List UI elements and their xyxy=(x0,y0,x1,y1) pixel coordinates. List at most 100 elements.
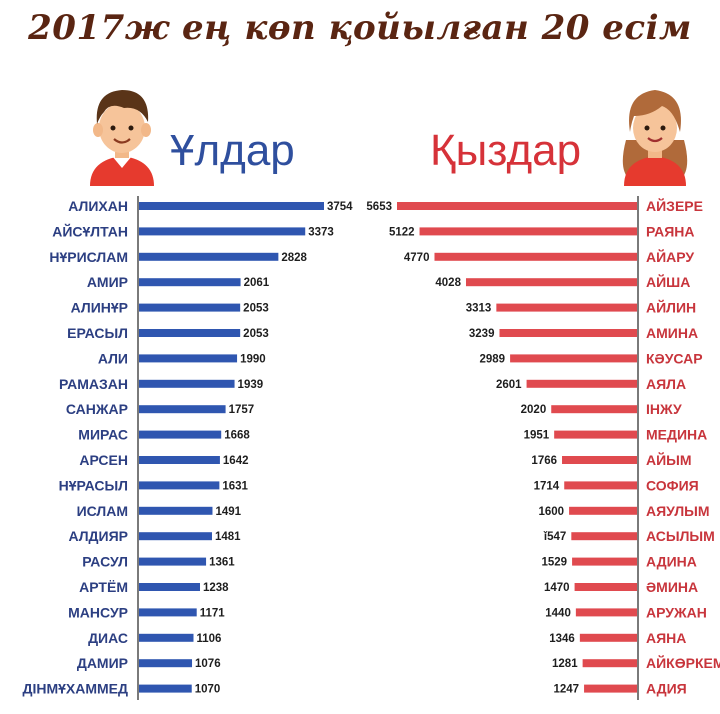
girls-value-label: ǐ547 xyxy=(543,531,566,543)
girls-name-label: АЙЫМ xyxy=(646,451,692,468)
girls-name-label: АДИЯ xyxy=(646,681,687,697)
boys-bar xyxy=(139,202,324,210)
girls-value-label: 1346 xyxy=(549,633,575,645)
girls-value-label: 1714 xyxy=(534,480,560,492)
boys-name-label: ИСЛАМ xyxy=(77,503,128,519)
boys-name-label: РАСУЛ xyxy=(82,554,128,570)
boys-value-label: 1171 xyxy=(200,607,226,619)
boys-name-label: АЙСҰЛТАН xyxy=(52,222,128,239)
girls-value-label: 1529 xyxy=(541,557,567,569)
girls-bar xyxy=(571,532,637,541)
boys-value-label: 1642 xyxy=(223,455,249,467)
boys-name-label: ДАМИР xyxy=(77,655,128,671)
girls-name-label: АМИНА xyxy=(646,325,698,341)
girls-bar xyxy=(434,252,637,261)
boys-value-label: 1668 xyxy=(224,430,250,442)
girls-bar xyxy=(397,202,637,210)
boys-heading: Ұлдар xyxy=(170,126,295,175)
boys-name-label: РАМАЗАН xyxy=(59,376,128,392)
boys-value-label: 1491 xyxy=(215,506,241,518)
girls-name-label: АЙША xyxy=(646,273,690,290)
boys-value-label: 3754 xyxy=(327,201,353,213)
boys-name-label: САНЖАР xyxy=(66,401,128,417)
boys-value-label: 1990 xyxy=(240,353,266,365)
boys-bar xyxy=(139,405,226,414)
boys-bar xyxy=(139,329,241,337)
girls-value-label: 2601 xyxy=(496,379,522,391)
girls-name-label: СОФИЯ xyxy=(646,477,699,493)
boys-value-label: 2061 xyxy=(244,277,270,289)
girls-bar xyxy=(564,481,637,490)
boys-name-label: АРТЁМ xyxy=(79,579,128,595)
girls-name-label: ІНЖУ xyxy=(646,401,682,417)
boys-bar xyxy=(139,379,235,388)
boys-name-label: ДИАС xyxy=(88,630,128,646)
girls-bar xyxy=(572,557,637,566)
girls-bar xyxy=(496,303,637,312)
page-title: 2017ж ең көп қойылған 20 есім xyxy=(28,8,692,48)
boys-name-label: АЛИ xyxy=(98,350,128,366)
boys-name-label: АРСЕН xyxy=(79,452,128,468)
girls-name-label: АДИНА xyxy=(646,554,697,570)
boys-name-label: МИРАС xyxy=(78,427,128,443)
boys-bar xyxy=(139,278,241,287)
girls-heading: Қыздар xyxy=(430,126,582,175)
girls-name-label: АРУЖАН xyxy=(646,604,707,620)
boys-name-label: НҰРИСЛАМ xyxy=(49,249,128,265)
boys-value-label: 1481 xyxy=(215,531,241,543)
girls-value-label: 2989 xyxy=(480,353,506,365)
girls-bar xyxy=(499,329,637,337)
girls-name-label: КӘУСАР xyxy=(646,350,703,366)
girls-bar xyxy=(510,354,637,363)
boys-value-label: 1076 xyxy=(195,658,221,670)
boys-name-label: ДІНМҰХАММЕД xyxy=(22,681,128,697)
boys-bar xyxy=(139,608,197,617)
girls-name-label: АЯЛА xyxy=(646,376,686,392)
boys-value-label: 1939 xyxy=(238,379,264,391)
boys-name-label: НҰРАСЫЛ xyxy=(59,477,128,493)
boys-bar xyxy=(139,481,220,490)
girls-name-label: АЙАРУ xyxy=(646,248,694,265)
girls-bar xyxy=(569,506,637,515)
girls-value-label: 1766 xyxy=(531,455,557,467)
girls-name-label: АСЫЛЫМ xyxy=(646,528,715,544)
girls-value-label: 1600 xyxy=(538,506,564,518)
boys-bar xyxy=(139,532,212,541)
girls-bar xyxy=(575,608,637,617)
girls-value-label: 1951 xyxy=(524,430,550,442)
boys-name-label: АМИР xyxy=(87,274,128,290)
boys-value-label: 1757 xyxy=(229,404,255,416)
boys-name-label: ЕРАСЫЛ xyxy=(67,325,128,341)
boys-bar xyxy=(139,430,222,439)
girls-name-label: РАЯНА xyxy=(646,223,695,239)
girls-bar xyxy=(584,684,637,693)
girls-bar xyxy=(574,583,637,591)
boys-bar xyxy=(139,252,279,261)
girl-avatar-icon xyxy=(622,90,688,186)
girls-value-label: 5122 xyxy=(389,226,415,238)
boys-name-label: АЛИНҰР xyxy=(71,300,128,316)
boys-value-label: 1631 xyxy=(222,480,248,492)
boys-bar xyxy=(139,456,220,464)
girls-name-label: АЯУЛЫМ xyxy=(646,503,710,519)
boys-bar xyxy=(139,506,213,515)
boys-value-label: 3373 xyxy=(308,226,334,238)
boys-value-label: 2053 xyxy=(243,328,269,340)
girls-value-label: 1440 xyxy=(545,607,571,619)
girls-bar xyxy=(554,430,637,439)
girls-bar xyxy=(526,379,637,388)
girls-bar xyxy=(579,633,637,642)
girls-value-label: 1470 xyxy=(544,582,570,594)
boys-name-label: АЛИХАН xyxy=(68,198,128,214)
girls-value-label: 5653 xyxy=(366,201,392,213)
girls-name-label: АЙЛИН xyxy=(646,299,696,316)
girls-name-label: АЯНА xyxy=(646,630,686,646)
boys-bar xyxy=(139,684,192,693)
girls-value-label: 3313 xyxy=(466,303,492,315)
girls-bar xyxy=(562,456,637,464)
boys-value-label: 1106 xyxy=(197,633,222,645)
girls-value-label: 1247 xyxy=(553,684,579,696)
girls-value-label: 1281 xyxy=(552,658,578,670)
boys-bar xyxy=(139,583,201,591)
